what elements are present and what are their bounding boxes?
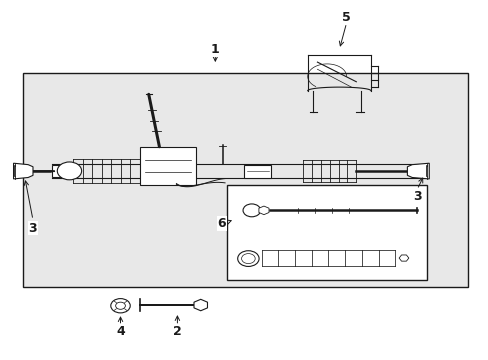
Polygon shape: [258, 206, 268, 215]
Text: 2: 2: [173, 325, 182, 338]
Text: 3: 3: [412, 190, 421, 203]
Bar: [23, 73, 467, 287]
Polygon shape: [194, 299, 207, 311]
Text: 1: 1: [210, 43, 219, 56]
Circle shape: [243, 204, 260, 217]
Text: 5: 5: [342, 11, 350, 24]
Bar: [244, 165, 271, 178]
Circle shape: [116, 302, 125, 309]
Polygon shape: [398, 255, 408, 261]
Circle shape: [241, 253, 255, 264]
Text: 4: 4: [116, 325, 124, 338]
Circle shape: [57, 162, 81, 180]
Polygon shape: [14, 163, 33, 179]
Bar: [52, 165, 71, 177]
Text: 6: 6: [217, 217, 225, 230]
Circle shape: [111, 298, 130, 313]
Polygon shape: [407, 163, 428, 179]
Text: 3: 3: [29, 222, 37, 235]
Bar: [227, 185, 426, 280]
Bar: [140, 147, 196, 185]
Circle shape: [237, 251, 259, 266]
